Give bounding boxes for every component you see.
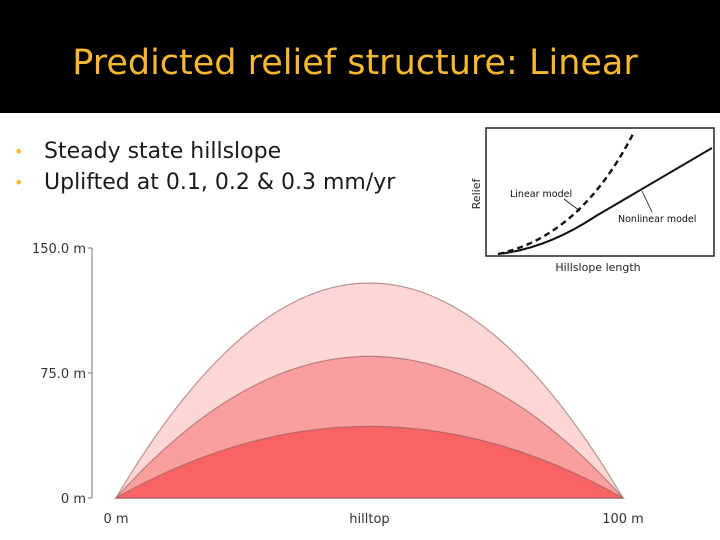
bullet-text: Steady state hillslope — [44, 139, 282, 164]
nonlinear-model-arrow — [641, 190, 653, 213]
title-bar: Predicted relief structure: Linear — [0, 0, 720, 113]
hillslope-areas — [113, 282, 626, 499]
inset-relief-chart: Linear model Nonlinear model Hillslope l… — [470, 127, 715, 274]
nonlinear-model-label: Nonlinear model — [618, 214, 696, 225]
x-tick-label: 100 m — [602, 512, 644, 527]
slide-title: Predicted relief structure: Linear — [72, 43, 638, 83]
bullet-marker-icon: • — [14, 142, 24, 161]
x-tick-label: hilltop — [349, 512, 389, 527]
bullet-list: • Steady state hillslope • Uplifted at 0… — [14, 136, 395, 198]
inset-y-axis-label: Relief — [470, 178, 483, 210]
bullet-item: • Uplifted at 0.1, 0.2 & 0.3 mm/yr — [14, 167, 395, 198]
y-tick-label: 150.0 m — [32, 242, 86, 257]
hillslope-chart: 0 m 75.0 m 150.0 m 0 m hilltop 100 m — [32, 242, 644, 527]
bullet-marker-icon: • — [14, 173, 24, 192]
nonlinear-model-curve — [497, 147, 713, 255]
y-tick-label: 0 m — [61, 492, 86, 507]
inset-frame — [485, 127, 715, 257]
linear-model-curve — [497, 131, 636, 256]
hillslope-profile-2 — [113, 425, 626, 499]
linear-model-arrow — [563, 198, 581, 212]
bullet-item: • Steady state hillslope — [14, 136, 395, 167]
x-tick-label: 0 m — [103, 512, 128, 527]
linear-model-label: Linear model — [510, 189, 572, 200]
bullet-text: Uplifted at 0.1, 0.2 & 0.3 mm/yr — [44, 170, 396, 195]
y-axis-ticks: 0 m 75.0 m 150.0 m — [32, 242, 92, 507]
y-tick-label: 75.0 m — [40, 367, 86, 382]
inset-x-axis-label: Hillslope length — [555, 261, 640, 274]
x-axis-ticks: 0 m hilltop 100 m — [103, 512, 643, 527]
